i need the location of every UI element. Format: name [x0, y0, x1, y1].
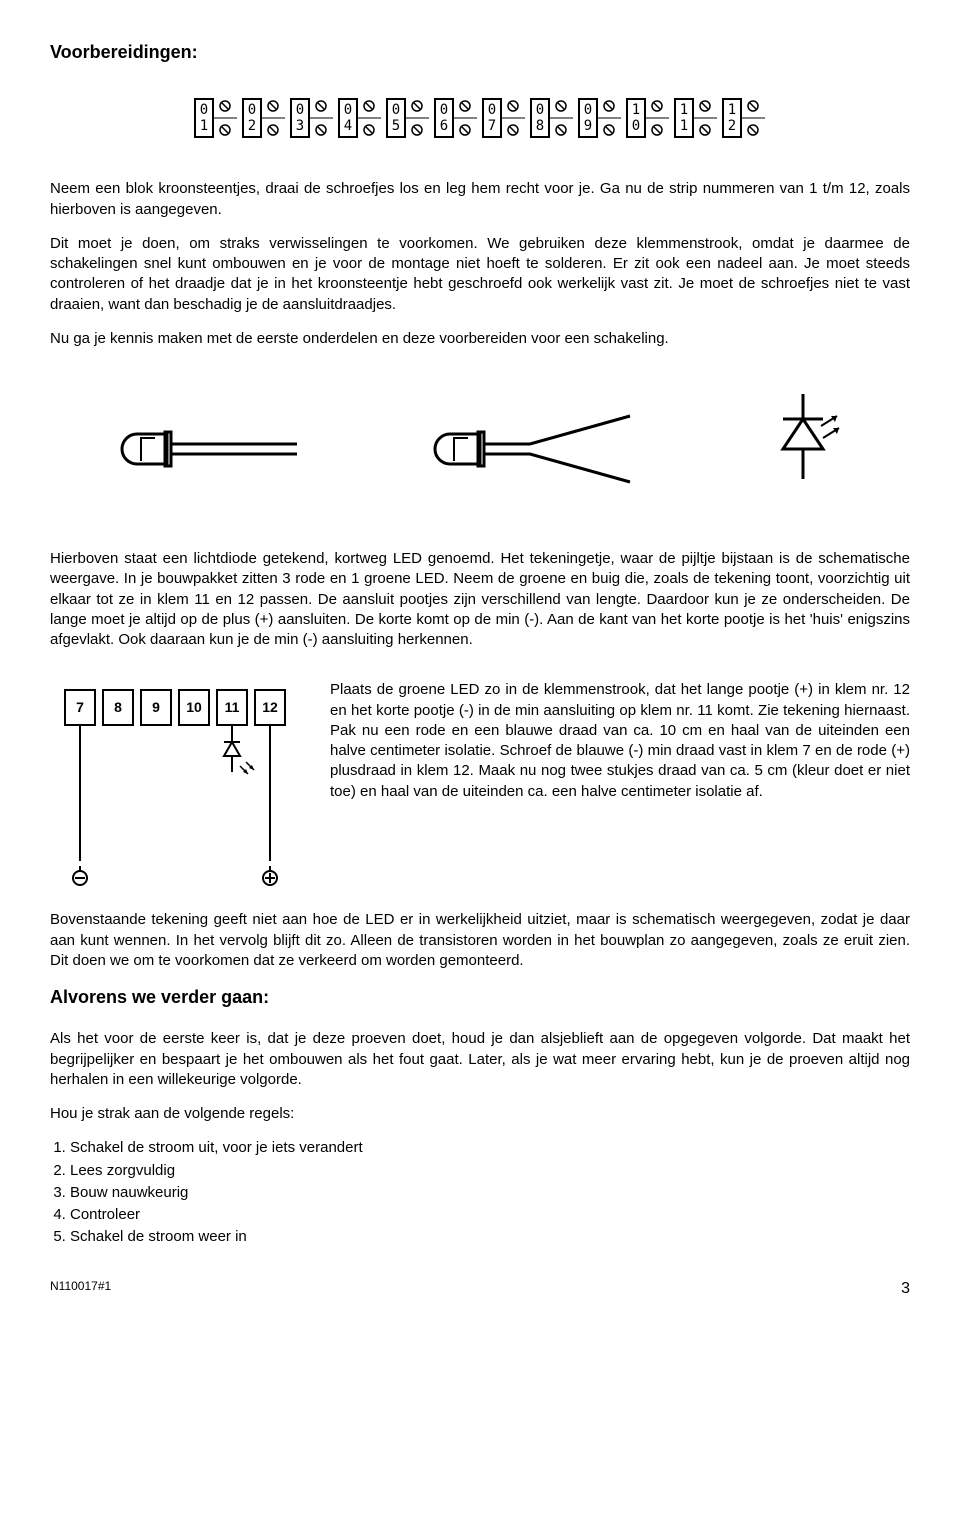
footer-page: 3 — [901, 1278, 910, 1300]
svg-text:1: 1 — [200, 118, 208, 134]
svg-text:0: 0 — [584, 102, 592, 118]
wiring-diagram: 7 8 9 10 11 12 — [50, 680, 300, 890]
paragraph-2: Dit moet je doen, om straks verwisseling… — [50, 234, 910, 315]
svg-text:9: 9 — [584, 118, 592, 134]
svg-text:0: 0 — [200, 102, 208, 118]
rule-item: Bouw nauwkeurig — [70, 1183, 910, 1203]
rule-item: Schakel de stroom uit, voor je iets vera… — [70, 1138, 910, 1158]
paragraph-1: Neem een blok kroonsteentjes, draai de s… — [50, 179, 910, 220]
svg-text:7: 7 — [488, 118, 496, 134]
svg-text:1: 1 — [680, 118, 688, 134]
svg-text:4: 4 — [344, 118, 352, 134]
svg-text:0: 0 — [296, 102, 304, 118]
svg-text:2: 2 — [248, 118, 256, 134]
paragraph-4: Hierboven staat een lichtdiode getekend,… — [50, 549, 910, 650]
rule-item: Controleer — [70, 1205, 910, 1225]
svg-text:5: 5 — [392, 118, 400, 134]
rule-item: Schakel de stroom weer in — [70, 1227, 910, 1247]
svg-text:10: 10 — [186, 699, 202, 715]
paragraph-7: Als het voor de eerste keer is, dat je d… — [50, 1029, 910, 1090]
led-symbol-icon — [753, 394, 853, 504]
svg-text:9: 9 — [152, 699, 160, 715]
svg-text:3: 3 — [296, 118, 304, 134]
paragraph-8: Hou je strak aan de volgende regels: — [50, 1104, 910, 1124]
svg-text:0: 0 — [344, 102, 352, 118]
heading-voorbereidingen: Voorbereidingen: — [50, 40, 910, 64]
led-closed-icon — [107, 414, 307, 484]
svg-text:0: 0 — [248, 102, 256, 118]
svg-text:2: 2 — [728, 118, 736, 134]
footer-code: N110017#1 — [50, 1278, 111, 1300]
heading-alvorens: Alvorens we verder gaan: — [50, 985, 910, 1009]
led-open-icon — [420, 404, 640, 494]
svg-text:11: 11 — [225, 699, 240, 715]
svg-text:1: 1 — [728, 102, 736, 118]
svg-text:8: 8 — [536, 118, 544, 134]
svg-text:1: 1 — [632, 102, 640, 118]
led-figures — [50, 389, 910, 509]
rule-item: Lees zorgvuldig — [70, 1161, 910, 1181]
svg-text:0: 0 — [488, 102, 496, 118]
rules-list: Schakel de stroom uit, voor je iets vera… — [50, 1138, 910, 1247]
paragraph-3: Nu ga je kennis maken met de eerste onde… — [50, 329, 910, 349]
svg-text:1: 1 — [680, 102, 688, 118]
svg-text:7: 7 — [76, 699, 84, 715]
svg-text:0: 0 — [536, 102, 544, 118]
terminal-strip-figure: 010203040506070809101112 — [190, 84, 910, 154]
svg-text:0: 0 — [392, 102, 400, 118]
svg-text:8: 8 — [114, 699, 122, 715]
paragraph-5: Plaats de groene LED zo in de klemmenstr… — [330, 680, 910, 802]
svg-text:12: 12 — [262, 699, 278, 715]
svg-text:6: 6 — [440, 118, 448, 134]
svg-text:0: 0 — [440, 102, 448, 118]
svg-text:0: 0 — [632, 118, 640, 134]
paragraph-6: Bovenstaande tekening geeft niet aan hoe… — [50, 910, 910, 971]
